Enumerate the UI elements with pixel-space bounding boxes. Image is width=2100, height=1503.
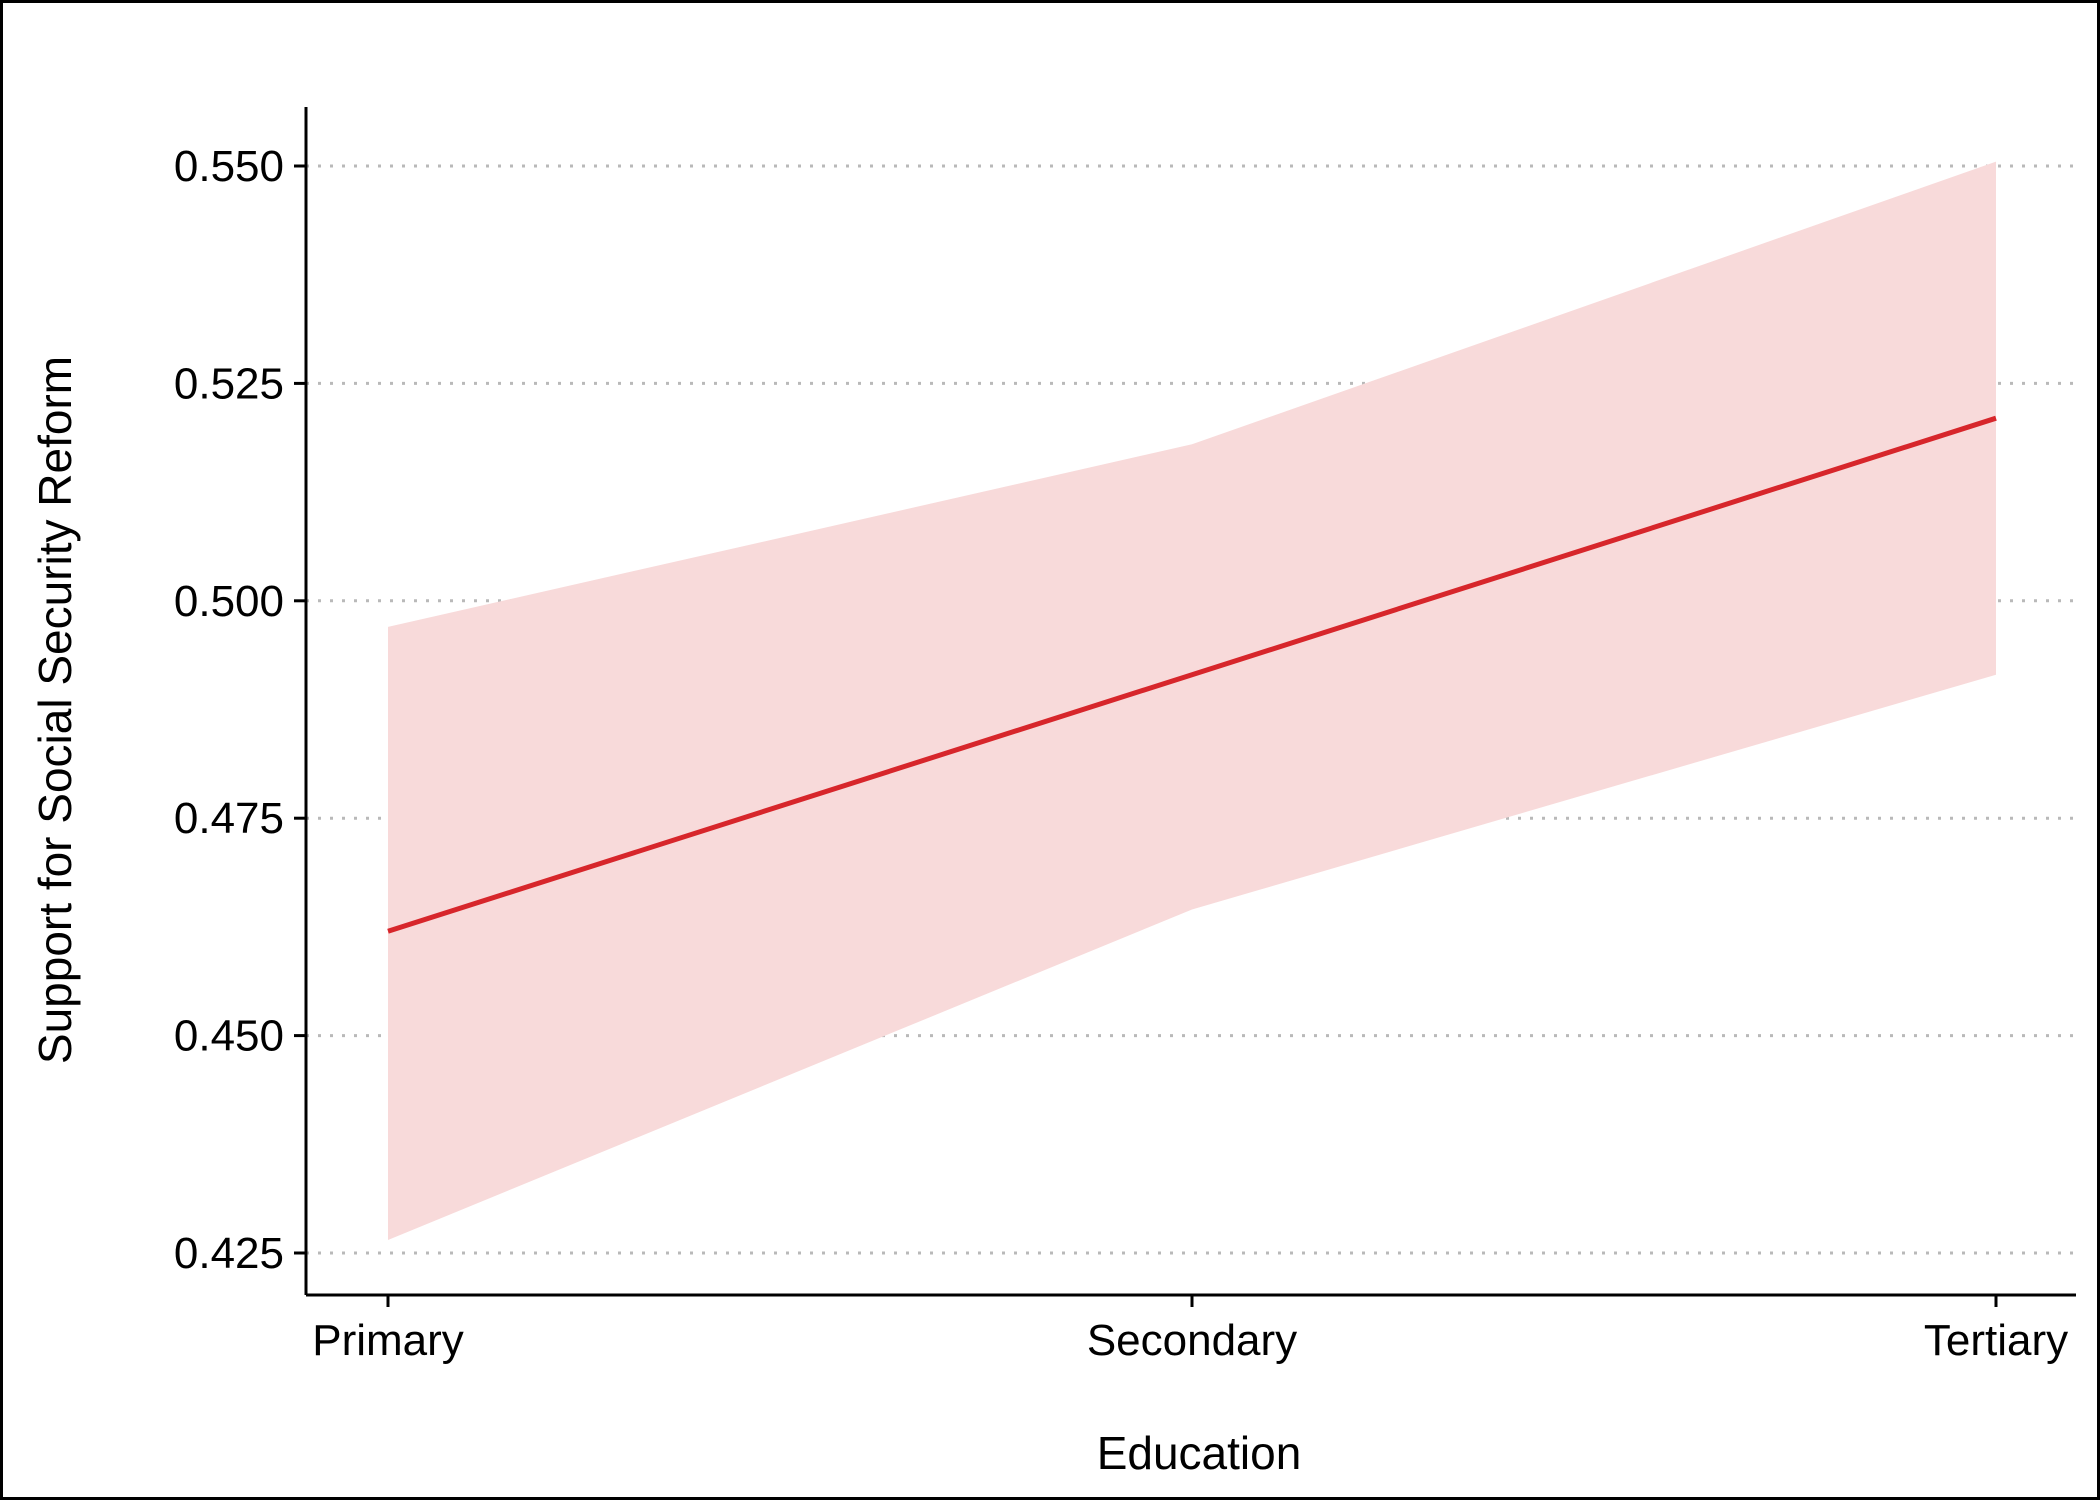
x-axis-title: Education — [1097, 1427, 1302, 1479]
y-ticks: 0.425 0.450 0.475 0.500 0.525 0.550 — [174, 142, 306, 1278]
y-tick-label: 0.425 — [174, 1229, 284, 1278]
x-tick-label: Primary — [312, 1316, 464, 1365]
line-layer — [387, 415, 1997, 934]
y-tick-label: 0.525 — [174, 359, 284, 408]
x-tick-label: Tertiary — [1924, 1316, 2068, 1365]
band-layer — [388, 161, 1996, 1240]
y-tick-label: 0.475 — [174, 794, 284, 843]
x-ticks: Primary Secondary Tertiary — [312, 1295, 2068, 1365]
chart: 0.425 0.450 0.475 0.500 0.525 0.550 Primary Se… — [29, 107, 2076, 1479]
y-tick-label: 0.550 — [174, 142, 284, 191]
series-line — [387, 415, 1997, 934]
y-axis-title: Support for Social Security Reform — [29, 356, 81, 1064]
x-tick-label: Secondary — [1087, 1316, 1297, 1365]
confidence-band — [388, 161, 1996, 1240]
y-tick-label: 0.450 — [174, 1012, 284, 1061]
y-tick-label: 0.500 — [174, 577, 284, 626]
